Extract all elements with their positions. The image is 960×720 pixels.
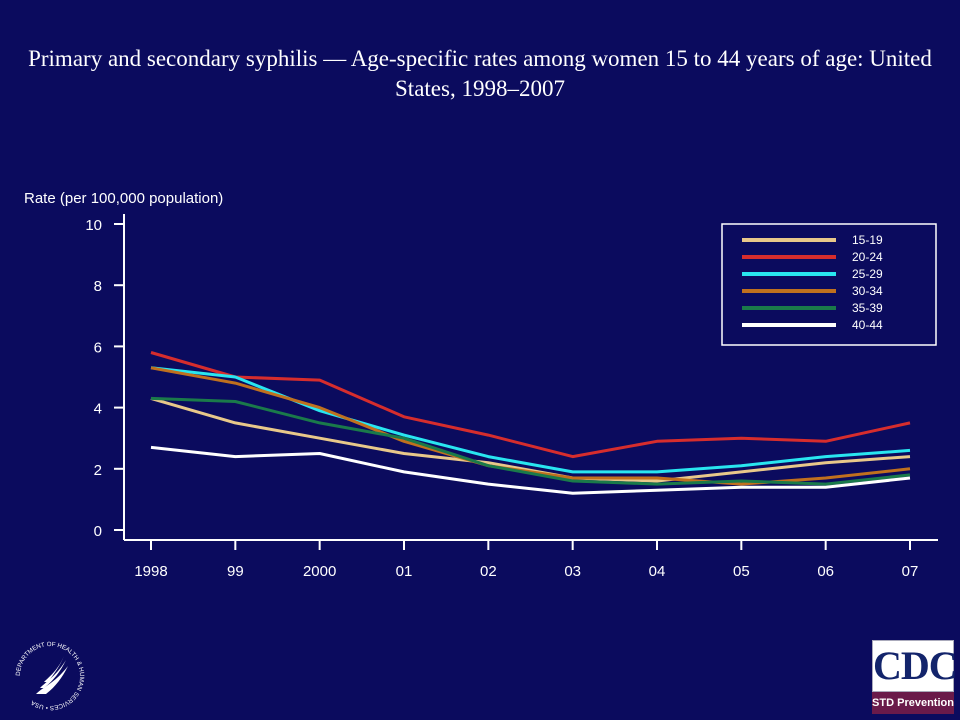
x-tick-label: 03 bbox=[564, 563, 581, 580]
legend-label: 35-39 bbox=[852, 301, 883, 315]
x-tick-label: 1998 bbox=[134, 563, 167, 580]
x-tick-label: 07 bbox=[902, 563, 919, 580]
y-tick-label: 8 bbox=[94, 278, 102, 295]
legend-label: 40-44 bbox=[852, 318, 883, 332]
chart-legend: 15-19 20-24 25-29 30-34 35-39 40-44 bbox=[721, 223, 937, 346]
x-tick-label: 06 bbox=[817, 563, 834, 580]
legend-label: 25-29 bbox=[852, 267, 883, 281]
cdc-logo: CDC STD Prevention bbox=[872, 640, 958, 714]
eagle-icon bbox=[36, 666, 68, 694]
y-tick-label: 10 bbox=[85, 217, 102, 234]
series-line-40-44 bbox=[150, 445, 911, 495]
legend-label: 15-19 bbox=[852, 233, 883, 247]
y-tick-label: 6 bbox=[94, 339, 102, 356]
legend-label: 30-34 bbox=[852, 284, 883, 298]
y-tick-label: 0 bbox=[94, 523, 102, 540]
x-tick-label: 01 bbox=[396, 563, 413, 580]
cdc-letters: CDC bbox=[873, 643, 958, 688]
series-line-20-24 bbox=[150, 351, 911, 459]
x-tick-label: 99 bbox=[227, 563, 244, 580]
x-tick-label: 2000 bbox=[303, 563, 336, 580]
chart-title: Primary and secondary syphilis — Age-spe… bbox=[28, 46, 932, 101]
hhs-seal-logo: DEPARTMENT OF HEALTH & HUMAN SERVICES • … bbox=[15, 641, 85, 711]
x-tick-label: 05 bbox=[733, 563, 750, 580]
series-line-35-39 bbox=[150, 396, 911, 486]
hhs-seal-text: DEPARTMENT OF HEALTH & HUMAN SERVICES • … bbox=[15, 641, 85, 711]
y-tick-label: 2 bbox=[94, 462, 102, 479]
cdc-subtitle: STD Prevention bbox=[872, 692, 954, 714]
legend-label: 20-24 bbox=[852, 250, 883, 264]
x-tick-label: 04 bbox=[649, 563, 666, 580]
x-tick-label: 02 bbox=[480, 563, 497, 580]
chart-series bbox=[150, 351, 911, 495]
y-axis-label: Rate (per 100,000 population) bbox=[24, 190, 223, 207]
y-tick-label: 4 bbox=[94, 401, 102, 418]
